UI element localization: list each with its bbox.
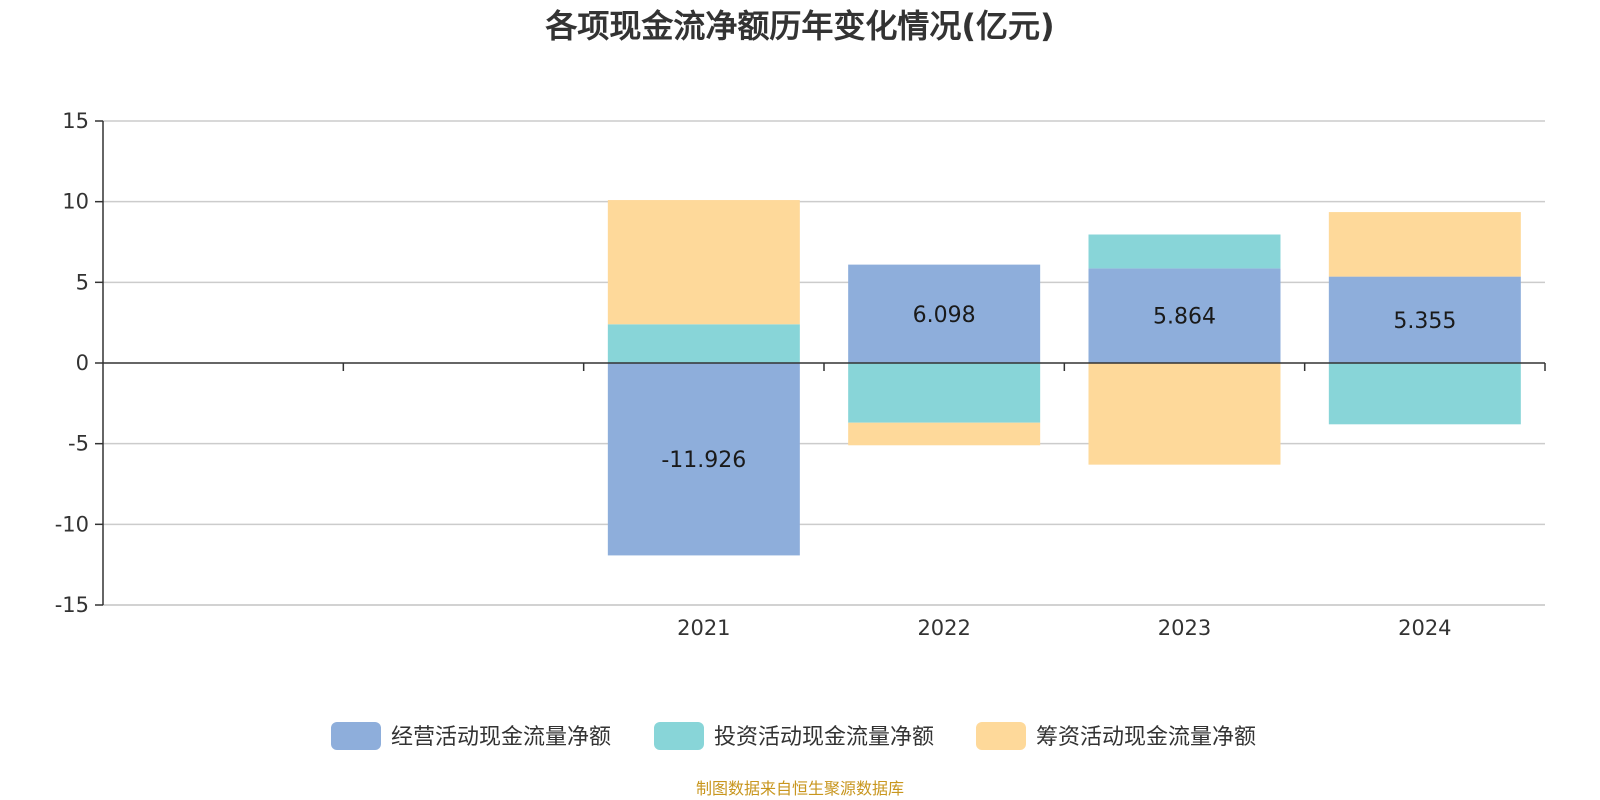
x-tick-label: 2024 (1398, 616, 1451, 640)
legend[interactable]: 经营活动现金流量净额 投资活动现金流量净额 筹资活动现金流量净额 (331, 722, 1256, 750)
data-label: 6.098 (913, 303, 976, 328)
x-tick-label: 2023 (1158, 616, 1211, 640)
bar-segment-2021-s0[interactable] (607, 363, 800, 556)
bar-segment-2022-s0[interactable] (848, 264, 1041, 363)
bar-segment-2023-s2[interactable] (1088, 363, 1281, 465)
data-source-note: 制图数据来自恒生聚源数据库 (696, 779, 904, 798)
bar-segment-2024-s2[interactable] (1328, 212, 1521, 277)
legend-item-1[interactable]: 投资活动现金流量净额 (654, 722, 934, 750)
y-tick-label: -15 (55, 593, 89, 617)
y-tick-label: 0 (76, 351, 89, 375)
x-tick-label: 2022 (917, 616, 970, 640)
bar-segment-2021-s2[interactable] (607, 200, 800, 325)
bar-segment-2023-s1[interactable] (1088, 234, 1281, 269)
data-label: 5.355 (1393, 309, 1456, 334)
y-tick-label: 5 (76, 270, 89, 294)
chart-title: 各项现金流净额历年变化情况(亿元) (545, 7, 1054, 45)
data-labels: -11.926 6.098 5.864 5.355 (661, 303, 1456, 473)
bar-segment-2023-s0[interactable] (1088, 268, 1281, 363)
legend-label: 投资活动现金流量净额 (714, 725, 934, 750)
legend-label: 经营活动现金流量净额 (391, 725, 611, 750)
grid-lines (103, 120, 1545, 606)
legend-swatch (331, 722, 381, 750)
legend-item-0[interactable]: 经营活动现金流量净额 (331, 722, 611, 750)
bar-segment-2022-s1[interactable] (848, 363, 1041, 423)
axes: 15 10 5 0 -5 -10 -15 2021 2022 2023 2024 (55, 109, 1546, 640)
bar-segment-2022-s2[interactable] (848, 422, 1041, 446)
legend-swatch (976, 722, 1026, 750)
x-tick-label: 2021 (677, 616, 730, 640)
bars (607, 200, 1521, 556)
y-tick-label: 10 (62, 190, 89, 214)
y-tick-label: 15 (62, 109, 89, 133)
bar-segment-2024-s1[interactable] (1328, 363, 1521, 425)
legend-item-2[interactable]: 筹资活动现金流量净额 (976, 722, 1256, 750)
y-tick-label: -10 (55, 512, 89, 536)
data-label: -11.926 (661, 448, 746, 473)
data-label: 5.864 (1153, 305, 1216, 330)
y-tick-label: -5 (68, 432, 89, 456)
legend-swatch (654, 722, 704, 750)
bar-segment-2024-s0[interactable] (1328, 276, 1521, 363)
bar-segment-2021-s1[interactable] (607, 324, 800, 363)
legend-label: 筹资活动现金流量净额 (1036, 725, 1256, 750)
